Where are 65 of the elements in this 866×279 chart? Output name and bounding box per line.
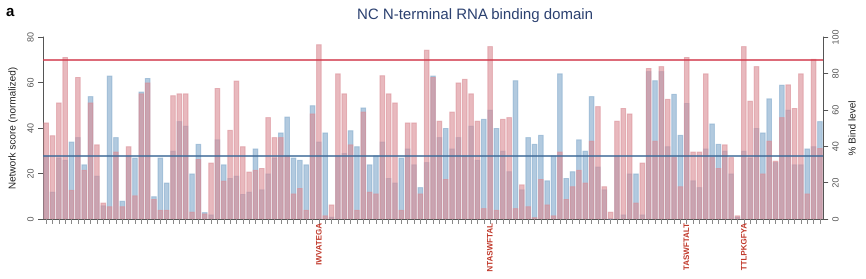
bar: [56, 102, 62, 219]
bar: [234, 80, 240, 219]
bar: [626, 113, 632, 219]
chart-title: NC N-terminal RNA binding domain: [357, 6, 593, 23]
bar: [614, 120, 620, 219]
bar: [690, 152, 696, 219]
text: a: [6, 3, 15, 20]
bar: [620, 108, 626, 219]
bar: [608, 212, 614, 219]
bar: [43, 122, 49, 219]
bar: [322, 215, 328, 219]
y-axis-title: Network score (normalized): [8, 66, 19, 190]
bar: [747, 100, 753, 219]
y2-tick-label: 80: [830, 68, 841, 78]
bar: [741, 46, 747, 219]
bar: [208, 162, 214, 219]
x-tick-label: TTLPKGFYA: [739, 222, 748, 270]
y-tick-label: 40: [26, 122, 36, 134]
bar: [398, 210, 404, 219]
bar: [50, 135, 56, 219]
bar: [182, 93, 188, 219]
y2-tick-label: 60: [830, 104, 841, 115]
bar: [512, 208, 518, 219]
x-tick-label: NTASWFTAL: [486, 222, 495, 272]
x-tick-label: IWVATEGA: [314, 222, 324, 265]
bar: [189, 212, 195, 219]
bar: [240, 146, 246, 219]
bar: [456, 82, 462, 219]
y2-tick-label: 100: [830, 29, 841, 45]
bar: [164, 210, 170, 219]
bar: [792, 108, 798, 219]
y-tick-label: 60: [26, 77, 36, 88]
bar: [176, 93, 182, 219]
y2-axis-title: % Bind level: [848, 100, 858, 156]
bar: [380, 75, 386, 219]
y2-tick-label: 0: [830, 216, 841, 222]
bar: [335, 73, 341, 219]
bar: [106, 206, 112, 219]
bar: [214, 88, 220, 219]
x-tick-label: TASWFTALT: [682, 222, 692, 270]
bar: [728, 157, 734, 219]
bar: [798, 73, 804, 219]
bar: [354, 210, 360, 219]
bar: [328, 204, 334, 219]
bar: [525, 206, 531, 219]
bar: [494, 210, 500, 219]
bar: [462, 78, 468, 219]
bar: [550, 215, 556, 219]
bar: [170, 95, 176, 219]
y2-tick-label: 20: [830, 178, 841, 188]
bar: [696, 152, 702, 219]
bar: [303, 210, 309, 219]
y-tick-label: 80: [26, 32, 36, 42]
y-tick-label: 20: [26, 168, 36, 179]
bar: [62, 57, 68, 219]
bar: [424, 50, 430, 219]
bar: [265, 117, 271, 219]
bar: [411, 122, 417, 219]
bar: [158, 210, 164, 219]
y2-tick-label: 40: [830, 141, 841, 152]
bar: [100, 202, 106, 219]
bar: [468, 93, 474, 219]
y-tick-label: 0: [26, 216, 36, 222]
bar: [386, 93, 392, 219]
bar: [481, 208, 487, 219]
